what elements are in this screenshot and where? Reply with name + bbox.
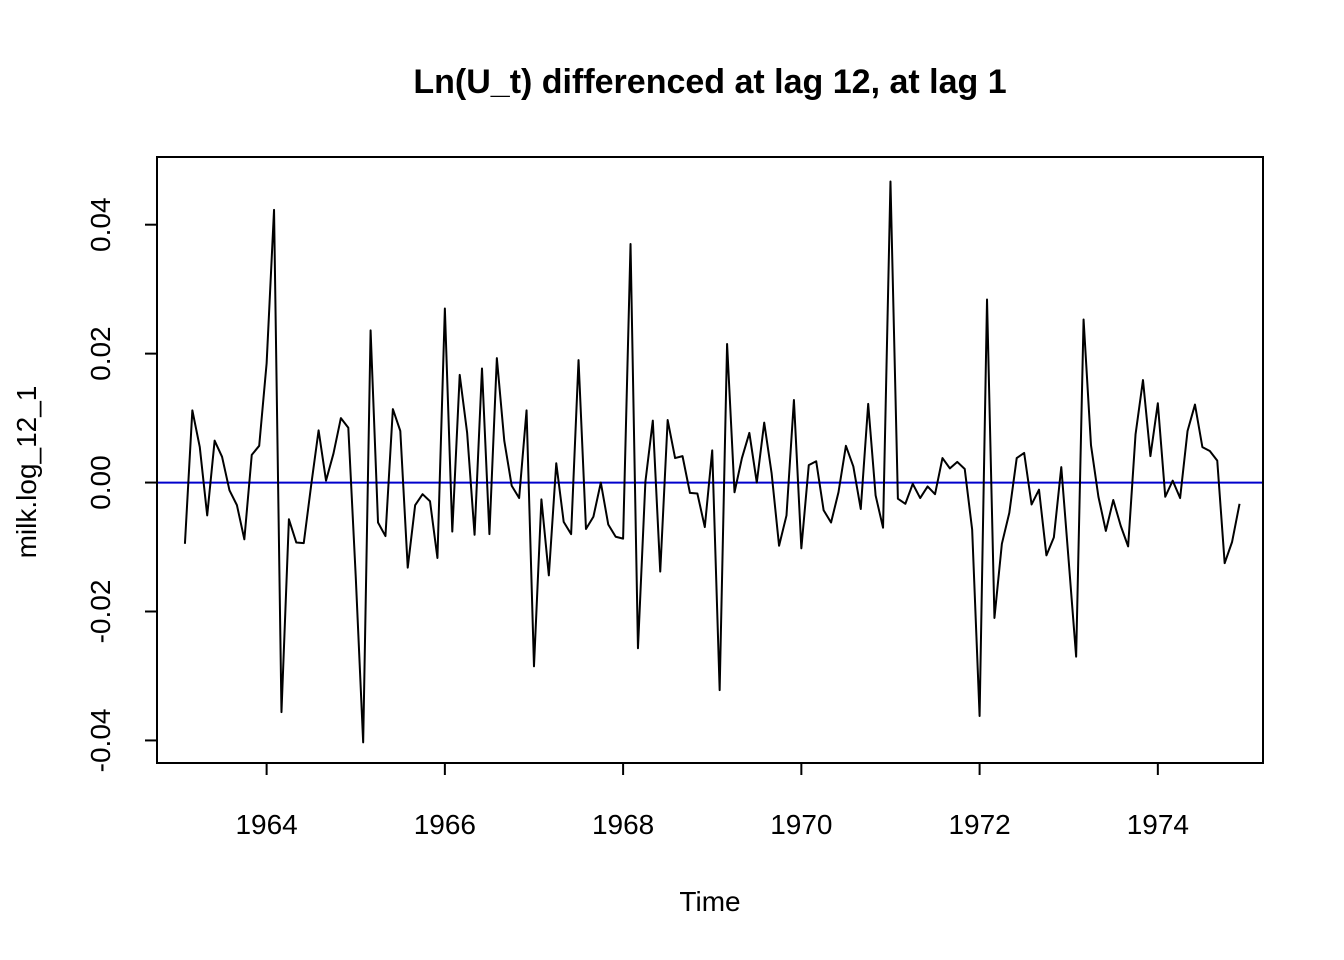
- x-axis: 1964 1966 1968 1970 1972 1974: [235, 762, 1189, 840]
- plot-layer: [157, 180, 1263, 744]
- y-tick-label: 0.02: [85, 326, 116, 381]
- x-axis-label: Time: [679, 886, 740, 917]
- x-tick-label: 1966: [414, 809, 476, 840]
- x-tick-label: 1964: [235, 809, 297, 840]
- y-tick-label: 0.00: [85, 455, 116, 510]
- x-tick-label: 1972: [948, 809, 1010, 840]
- y-tick-label: 0.04: [85, 197, 116, 252]
- y-tick-label: -0.02: [85, 580, 116, 644]
- x-tick-label: 1968: [592, 809, 654, 840]
- y-tick-label: -0.04: [85, 709, 116, 773]
- x-tick-label: 1970: [770, 809, 832, 840]
- series-line: [183, 180, 1241, 744]
- x-tick-label: 1974: [1127, 809, 1189, 840]
- y-axis: -0.04 -0.02 0.00 0.02 0.04: [85, 197, 158, 773]
- chart-title: Ln(U_t) differenced at lag 12, at lag 1: [413, 63, 1006, 101]
- y-axis-label: milk.log_12_1: [11, 386, 42, 559]
